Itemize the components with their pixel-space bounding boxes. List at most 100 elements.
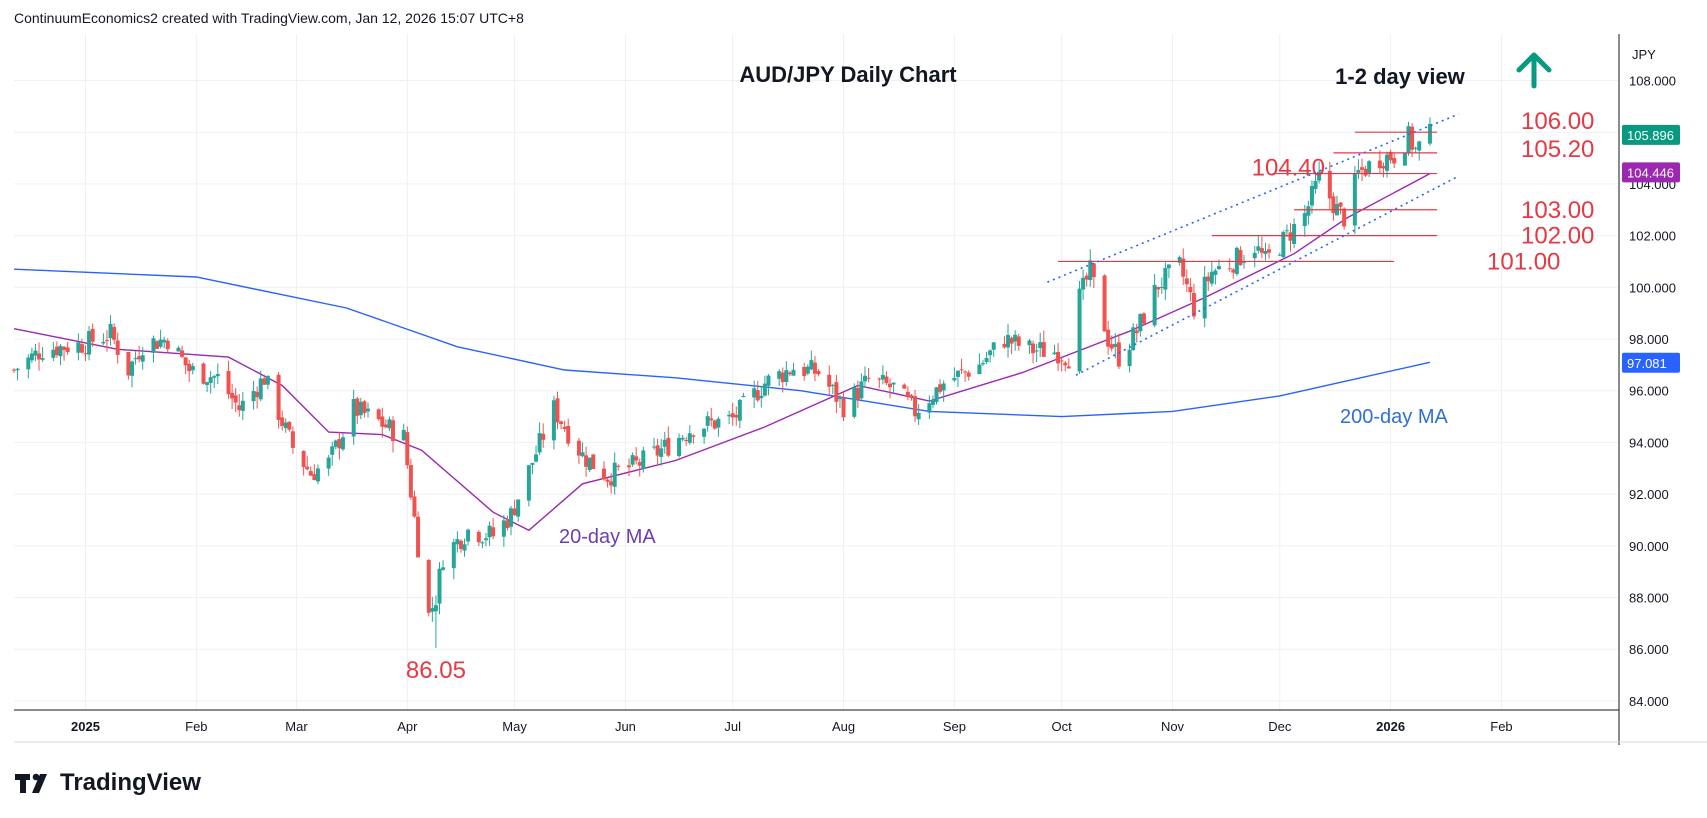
candle [866,368,871,383]
price-tag-label: 104.446 [1627,165,1674,180]
candle [158,329,163,349]
candle [491,518,496,540]
candle-body [54,346,59,356]
candle-body [387,419,392,429]
candle [51,341,56,362]
y-tick-label: 102.000 [1629,229,1676,244]
level-label: 103.00 [1521,197,1594,224]
candle [941,380,946,402]
candle [351,389,356,445]
candle-body [183,357,188,366]
candle [1277,252,1282,256]
candle-body [680,437,685,440]
candle-body [576,440,581,456]
candle-body [233,395,238,403]
candle-body [984,358,989,363]
x-tick-label: Jul [724,719,741,734]
candle [984,351,989,365]
candle-body [1016,336,1021,346]
candle [412,490,417,518]
y-tick-label: 98.000 [1629,332,1669,347]
candle-body [58,345,63,357]
candle [1331,192,1336,221]
candle-body [455,539,460,545]
candle [1388,149,1393,164]
candle-body [340,437,345,450]
candle [684,436,689,446]
candle [709,407,714,427]
candle-body [852,386,857,417]
candle [659,438,664,466]
candle-body [451,542,456,569]
ma20-label: 20-day MA [559,526,656,548]
candle [505,515,510,531]
candle-body [991,342,996,350]
candle [1113,333,1118,359]
candle-body [1138,314,1143,332]
candle-body [1317,171,1322,181]
candle [308,466,313,477]
candle-body [562,426,567,430]
candle-body [115,340,120,355]
candle-body [534,454,539,462]
candle-body [162,339,167,343]
candle-body [112,326,117,340]
candle-body [1292,224,1297,244]
candle-body [530,462,535,465]
candle [1031,340,1036,364]
candle-body [1277,254,1282,256]
candle [1016,333,1021,351]
candle [1252,246,1257,268]
candle-body [391,420,396,442]
candle-body [12,369,16,371]
candle-body [1352,173,1357,226]
candle-body [230,392,235,399]
candle-body [1063,362,1068,366]
candle-body [1238,249,1243,266]
candle [830,383,835,395]
candle-body [258,378,263,400]
y-tick-label: 108.000 [1629,74,1676,89]
candle-body [1356,169,1361,173]
x-tick-label: Aug [832,719,855,734]
footer-brand: TradingView [60,769,201,796]
candle [662,431,667,454]
candle [780,367,785,393]
x-tick-label: Oct [1052,719,1073,734]
candle-body [151,338,156,353]
candle-body [1360,167,1365,170]
candle [376,408,381,421]
candle [616,464,621,471]
candle [963,370,968,382]
candle-body [351,399,356,437]
candle-body [566,425,571,444]
candle-body [129,361,134,376]
candle [33,343,38,362]
candle-body [1267,249,1272,253]
candle [1141,312,1146,325]
candle [580,442,585,458]
candle-body [1385,154,1390,171]
ma200-line [13,268,1431,418]
x-tick-label: Feb [1490,719,1512,734]
candle [591,454,596,470]
candle [437,562,442,615]
candle-body [305,466,310,470]
candle-body [637,462,642,466]
candle-body [1288,232,1293,241]
candle-body [437,568,442,604]
candle-body [827,374,832,387]
candle-body [605,479,610,482]
candle [734,406,739,426]
candle-body [126,351,131,376]
candle [340,433,345,452]
candle [1281,230,1286,260]
candle [54,341,59,358]
candle-body [980,363,985,365]
candle-body [802,366,807,376]
header-credit: ContinuumEconomics2 created with Trading… [14,10,524,26]
candle [909,394,914,401]
candle-body [33,350,38,356]
candle-body [855,388,860,400]
